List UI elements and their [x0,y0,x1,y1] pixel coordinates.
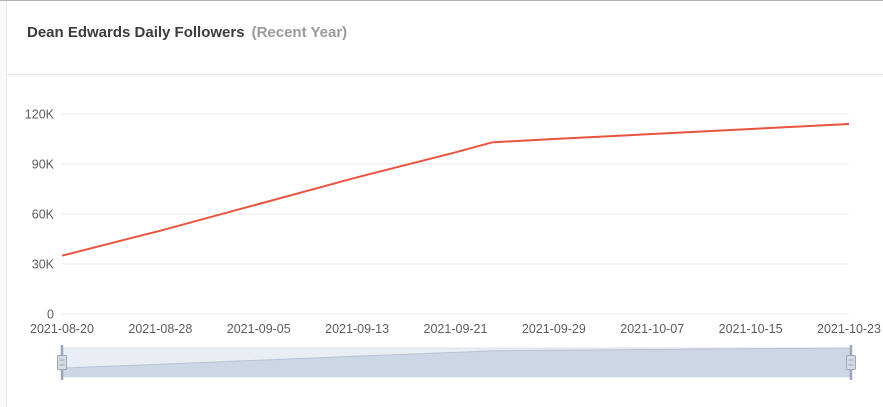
chart-subtitle: (Recent Year) [251,24,348,41]
y-tick-label: 90K [32,158,55,172]
x-tick-label: 2021-10-15 [719,322,783,336]
page-gutter [0,1,7,407]
y-tick-label: 30K [32,258,55,272]
chart-title: Dean Edwards Daily Followers [27,24,245,41]
navigator-area [62,348,851,377]
x-tick-label: 2021-08-28 [128,322,192,336]
chart-header: Dean Edwards Daily Followers (Recent Year… [27,24,347,42]
x-tick-label: 2021-09-29 [522,322,586,336]
navigator-handle-right[interactable] [846,345,856,380]
x-tick-label: 2021-10-23 [817,322,881,336]
x-tick-label: 2021-10-07 [620,322,684,336]
x-tick-label: 2021-08-20 [30,322,94,336]
y-tick-label: 0 [47,308,54,322]
x-tick-label: 2021-09-21 [424,322,488,336]
x-tick-label: 2021-09-05 [227,322,291,336]
y-tick-label: 120K [25,108,55,122]
navigator-handle-left[interactable] [57,345,67,380]
followers-line [61,123,850,257]
header-divider [7,74,883,75]
navigator-area-line [61,347,852,369]
navigator-handle-left-part[interactable] [57,355,67,370]
x-tick-label: 2021-09-13 [325,322,389,336]
navigator-handle-right-part[interactable] [846,355,856,370]
y-tick-label: 60K [32,208,55,222]
